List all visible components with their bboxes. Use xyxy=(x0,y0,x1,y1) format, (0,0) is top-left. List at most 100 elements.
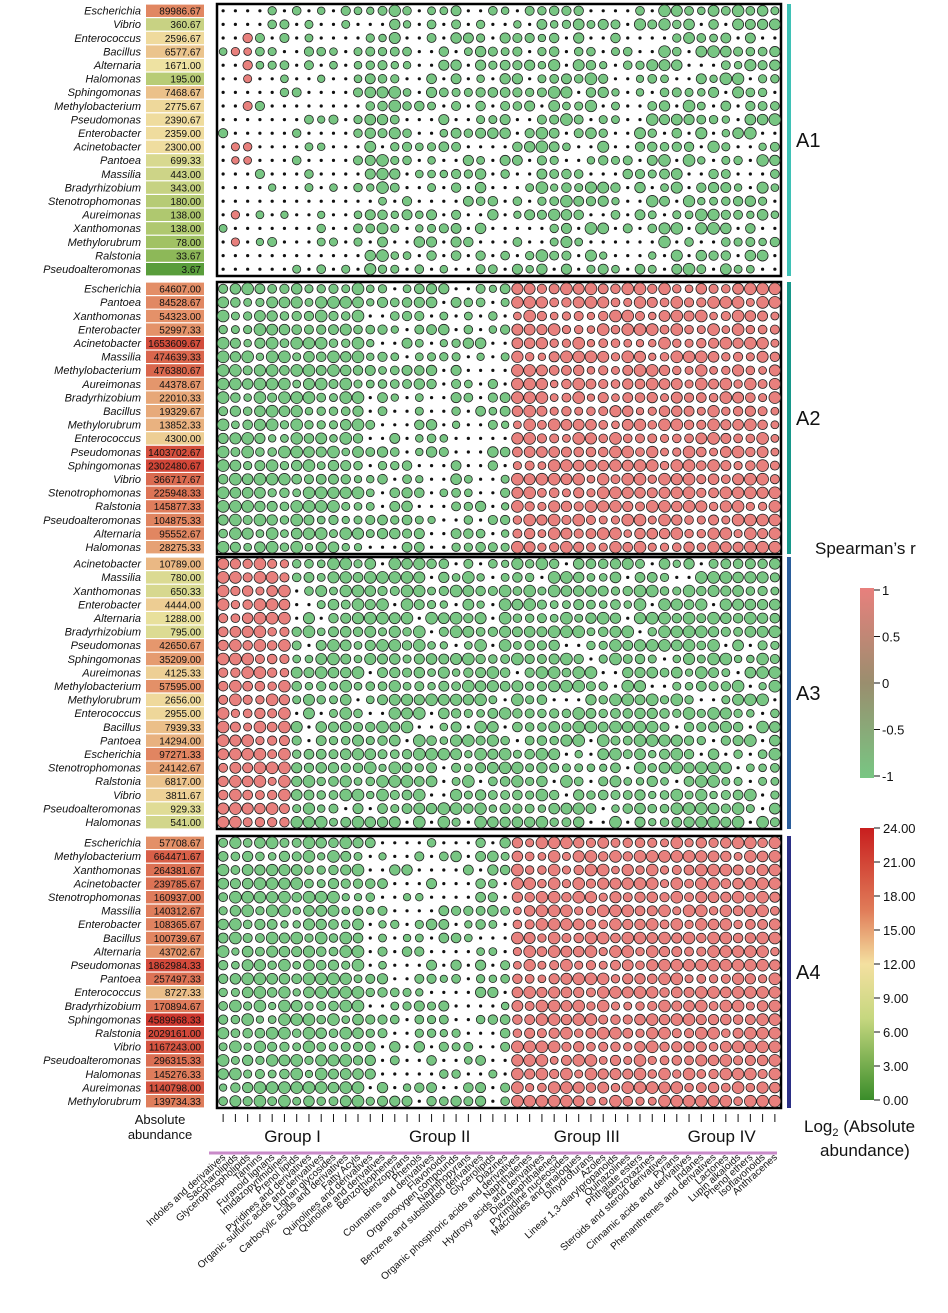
corr-circle xyxy=(217,1068,229,1080)
corr-dot xyxy=(442,368,446,372)
corr-dot xyxy=(442,22,446,26)
corr-circle xyxy=(744,904,757,918)
abundance-cell xyxy=(146,761,204,774)
corr-circle xyxy=(279,487,290,498)
abundance-colorbar xyxy=(860,828,874,1100)
corr-dot xyxy=(270,90,274,94)
corr-dot xyxy=(466,104,470,108)
corr-circle xyxy=(610,515,620,525)
corr-circle xyxy=(719,1094,733,1108)
corr-circle xyxy=(524,527,536,540)
corr-circle xyxy=(512,708,523,719)
corr-circle xyxy=(402,681,412,691)
corr-circle xyxy=(449,802,463,815)
corr-circle xyxy=(413,528,425,540)
corr-circle xyxy=(365,736,375,746)
corr-dot xyxy=(724,643,728,648)
corr-dot xyxy=(626,36,630,40)
corr-circle xyxy=(682,802,696,815)
corr-circle xyxy=(560,263,572,275)
corr-circle xyxy=(572,513,585,527)
corr-dot xyxy=(417,131,421,135)
corr-circle xyxy=(586,339,596,348)
corr-dot xyxy=(589,820,593,824)
corr-circle xyxy=(769,474,780,485)
corr-circle xyxy=(709,196,718,206)
corr-dot xyxy=(442,779,446,784)
corr-dot xyxy=(479,518,483,522)
abundance-value: 225948.33 xyxy=(154,489,202,500)
corr-circle xyxy=(425,364,438,377)
corr-dot xyxy=(442,882,446,886)
corr-circle xyxy=(316,406,326,416)
corr-circle xyxy=(255,60,265,70)
corr-dot xyxy=(282,199,287,203)
corr-circle xyxy=(696,325,706,335)
corr-circle xyxy=(425,653,438,665)
corr-circle xyxy=(634,168,646,180)
corr-circle xyxy=(278,1013,291,1026)
corr-circle xyxy=(573,446,584,458)
corr-dot xyxy=(393,895,397,899)
corr-circle xyxy=(683,32,695,44)
corr-dot xyxy=(479,450,483,454)
corr-dot xyxy=(429,820,434,824)
corr-dot xyxy=(479,1004,483,1008)
corr-circle xyxy=(339,626,352,638)
corr-dot xyxy=(711,104,716,108)
corr-circle xyxy=(548,802,560,815)
corr-circle xyxy=(733,1096,743,1106)
corr-circle xyxy=(488,311,498,321)
row-genus-label: Enterobacter xyxy=(78,599,142,611)
corr-circle xyxy=(267,1096,278,1107)
corr-dot xyxy=(466,355,470,359)
corr-circle xyxy=(352,1027,364,1039)
corr-circle xyxy=(267,392,278,403)
corr-circle xyxy=(316,284,326,294)
corr-circle xyxy=(217,748,230,761)
corr-circle xyxy=(291,680,302,692)
corr-circle xyxy=(217,296,230,309)
corr-circle xyxy=(745,5,756,16)
corr-dot xyxy=(650,90,654,94)
corr-circle xyxy=(573,311,584,321)
corr-circle xyxy=(267,1069,277,1079)
corr-dot xyxy=(405,1045,409,1049)
corr-dot xyxy=(429,396,434,400)
abundance-value: 170894.67 xyxy=(154,1002,202,1013)
corr-dot xyxy=(442,504,446,508)
corr-circle xyxy=(218,128,229,139)
corr-circle xyxy=(719,486,733,500)
corr-dot xyxy=(528,22,532,26)
corr-circle xyxy=(265,459,279,472)
corr-dot xyxy=(577,145,581,149)
corr-circle xyxy=(647,73,658,84)
corr-dot xyxy=(368,963,372,967)
corr-circle xyxy=(585,446,597,458)
corr-circle xyxy=(401,803,413,814)
corr-circle xyxy=(327,972,340,986)
corr-circle xyxy=(500,47,510,57)
corr-circle xyxy=(695,571,708,584)
corr-circle xyxy=(254,918,266,930)
corr-dot xyxy=(393,841,397,845)
corr-dot xyxy=(699,172,703,176)
corr-circle xyxy=(229,405,242,417)
corr-circle xyxy=(537,352,547,361)
corr-circle xyxy=(328,776,339,787)
corr-circle xyxy=(292,488,302,498)
corr-dot xyxy=(724,22,728,26)
corr-circle xyxy=(352,837,364,849)
corr-circle xyxy=(547,459,561,472)
corr-dot xyxy=(503,368,507,372)
abundance-value: 1653609.67 xyxy=(148,339,201,350)
corr-circle xyxy=(597,296,610,309)
corr-circle xyxy=(745,223,756,234)
corr-dot xyxy=(258,131,262,135)
corr-circle xyxy=(720,626,731,637)
corr-circle xyxy=(709,311,718,321)
corr-circle xyxy=(670,734,683,747)
corr-circle xyxy=(598,626,609,637)
corr-circle xyxy=(697,156,706,165)
